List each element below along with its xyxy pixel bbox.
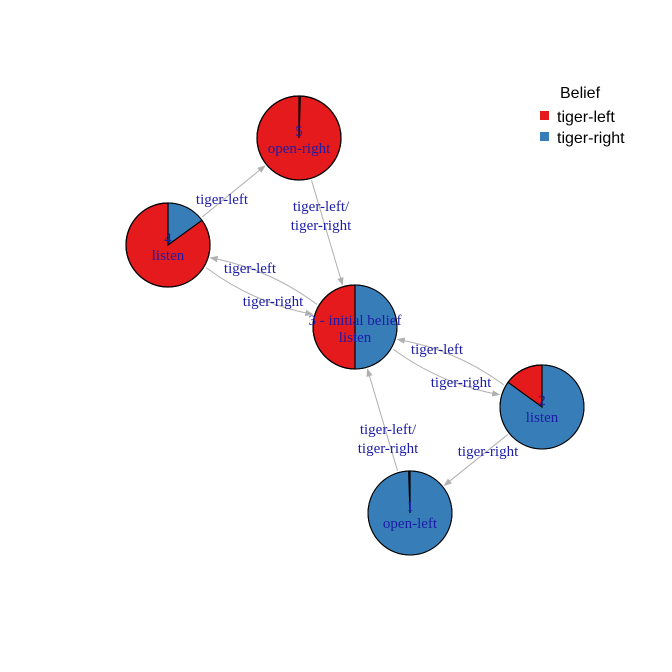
edge-2-3 [396, 337, 504, 386]
legend-item-tiger-right: tiger-right [557, 130, 625, 147]
node-action: listen [339, 330, 372, 346]
legend-swatch-tiger-right [540, 132, 549, 141]
node-action: open-left [383, 516, 438, 532]
edge-labels: tiger-left tiger-left/tiger-right tiger-le… [196, 192, 519, 460]
node-outline [312, 284, 398, 370]
edge-label-4-5: tiger-left [196, 192, 249, 208]
legend-title: Belief [560, 85, 601, 102]
node-outline [499, 364, 585, 450]
edge-3-2 [393, 348, 501, 397]
legend: Belief tiger-left tiger-right [540, 85, 625, 147]
node-action: listen [526, 410, 559, 426]
edge-2-1 [443, 434, 509, 486]
node-label: 2 [538, 393, 546, 409]
node-action: listen [152, 248, 185, 264]
node-action: open-right [268, 141, 331, 157]
edge-label-1-3: tiger-left/ [360, 422, 417, 438]
edge-label-2-3: tiger-left [411, 342, 464, 358]
edge-label-3-2: tiger-right [431, 375, 492, 391]
node-outline [256, 95, 342, 181]
edge-4-3 [205, 267, 314, 317]
node-label: 4 [164, 231, 172, 247]
node-label: 5 [295, 124, 303, 140]
edge-label-1-3: tiger-right [358, 441, 419, 457]
edge-label-5-3: tiger-right [291, 218, 352, 234]
edge-label-5-3: tiger-left/ [293, 199, 350, 215]
edge-label-4-3: tiger-right [243, 294, 304, 310]
edges [201, 165, 509, 486]
node-outline [367, 470, 453, 556]
edge-5-3 [311, 180, 344, 286]
edge-3-4 [209, 255, 318, 305]
edge-4-5 [201, 165, 266, 218]
legend-item-tiger-left: tiger-left [557, 109, 615, 126]
edge-1-3 [366, 368, 399, 471]
node-label: 3 - initial belief [309, 313, 402, 329]
legend-swatch-tiger-left [540, 111, 549, 120]
node-outline [125, 202, 211, 288]
node-label: 1 [406, 499, 414, 515]
edge-label-2-1: tiger-right [458, 444, 519, 460]
edge-label-3-4: tiger-left [224, 261, 277, 277]
